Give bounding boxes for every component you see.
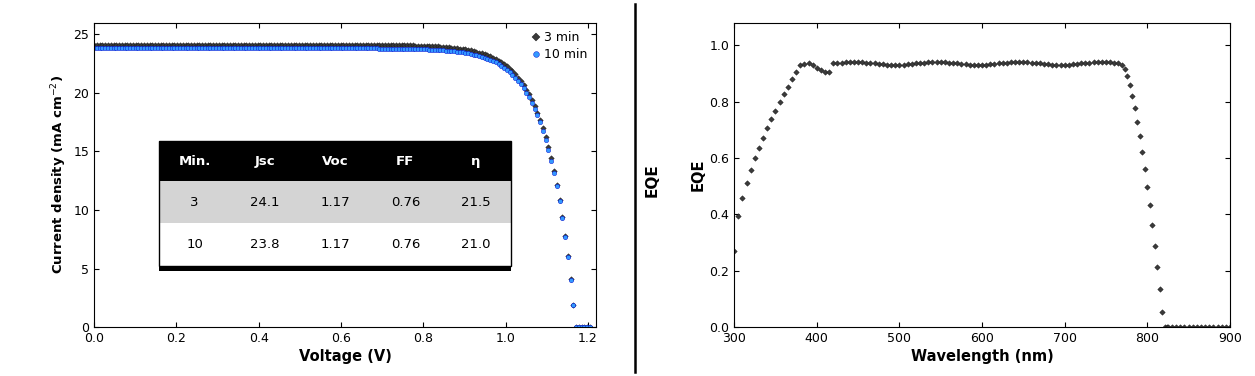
10 min	[95, 46, 110, 51]
Text: 23.8: 23.8	[250, 238, 280, 251]
3 min	[95, 42, 110, 47]
Text: 0.76: 0.76	[390, 196, 420, 209]
Y-axis label: EQE: EQE	[690, 159, 705, 191]
Text: 1.17: 1.17	[320, 238, 350, 251]
Text: 3: 3	[191, 196, 198, 209]
3 min	[527, 104, 542, 108]
Bar	[159, 181, 511, 223]
3 min	[275, 42, 290, 47]
Bar	[159, 141, 511, 266]
Text: 21.0: 21.0	[461, 238, 491, 251]
10 min	[566, 303, 581, 308]
3 min	[144, 42, 159, 47]
Text: Min.: Min.	[178, 155, 211, 167]
Text: 24.1: 24.1	[250, 196, 280, 209]
3 min	[190, 42, 205, 47]
10 min	[569, 325, 584, 329]
Text: Jsc: Jsc	[255, 155, 275, 167]
10 min	[190, 46, 205, 51]
Text: 10: 10	[186, 238, 203, 251]
Text: 21.5: 21.5	[461, 196, 491, 209]
Text: 1.17: 1.17	[320, 196, 350, 209]
Text: EQE: EQE	[645, 164, 660, 197]
Text: 0.76: 0.76	[390, 238, 420, 251]
10 min	[582, 325, 597, 329]
Bar	[159, 223, 511, 266]
Text: η: η	[471, 155, 481, 167]
10 min	[527, 106, 542, 111]
3 min	[566, 303, 581, 307]
10 min	[144, 46, 159, 51]
Legend: 3 min, 10 min: 3 min, 10 min	[531, 29, 590, 64]
10 min	[275, 46, 290, 51]
3 min	[582, 325, 597, 329]
Text: FF: FF	[397, 155, 414, 167]
Y-axis label: Current density (mA cm$^{-2}$): Current density (mA cm$^{-2}$)	[50, 75, 69, 274]
X-axis label: Voltage (V): Voltage (V)	[299, 349, 392, 364]
X-axis label: Wavelength (nm): Wavelength (nm)	[911, 349, 1053, 364]
3 min	[569, 325, 584, 329]
Bar	[159, 141, 511, 181]
Text: Voc: Voc	[321, 155, 349, 167]
10 min	[87, 46, 102, 51]
Line: 3 min: 3 min	[92, 43, 592, 329]
3 min	[87, 42, 102, 47]
Bar	[159, 266, 511, 271]
Line: 10 min: 10 min	[92, 46, 592, 329]
